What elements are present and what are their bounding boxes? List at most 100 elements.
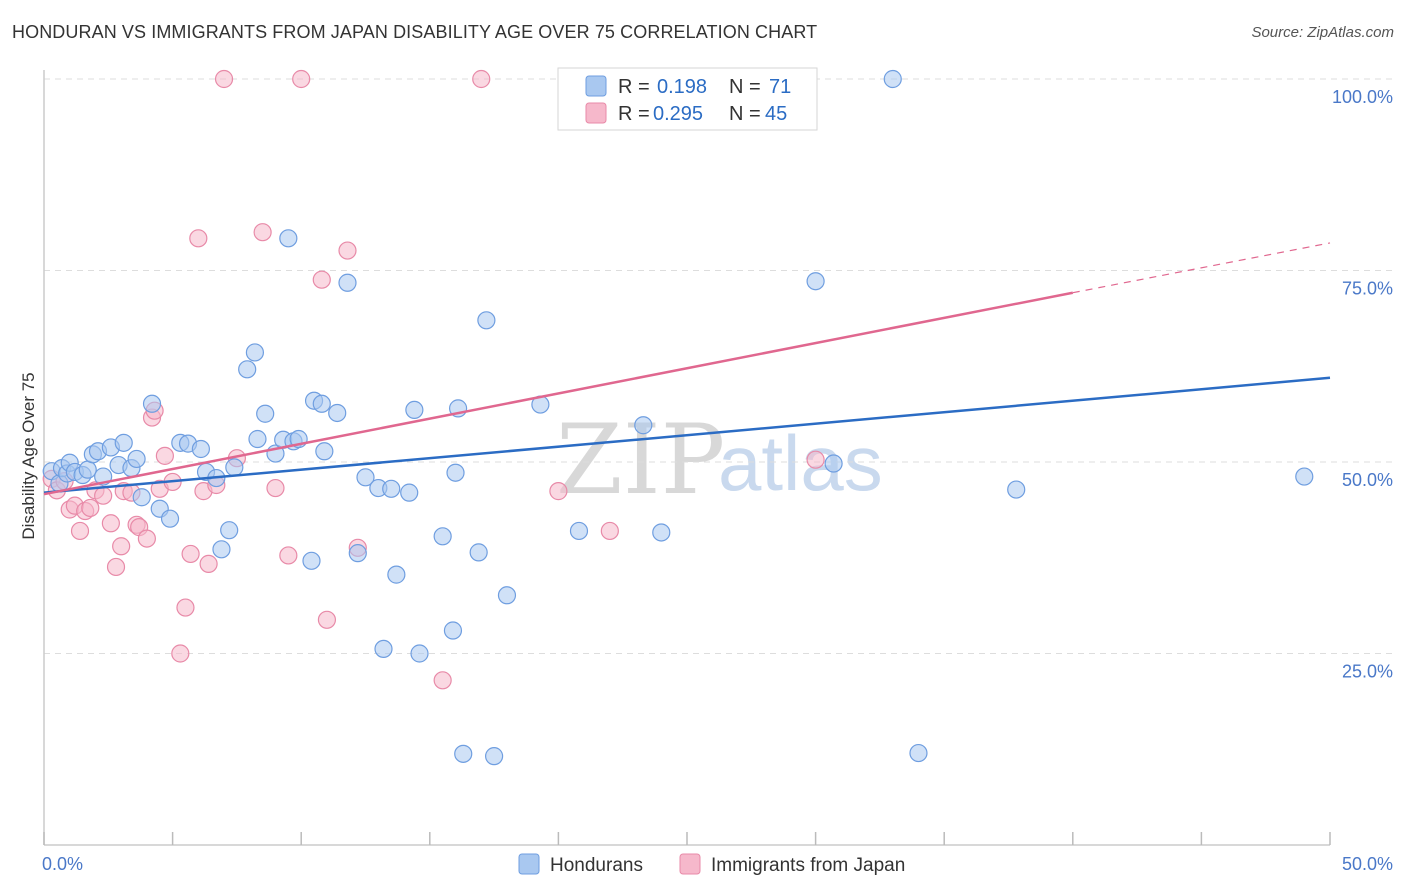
japan-point — [312, 270, 331, 289]
japan-point — [81, 498, 100, 518]
japan-points — [42, 69, 825, 690]
japan-point — [806, 450, 825, 469]
x-axis-ticks — [43, 832, 1331, 845]
japan-point — [171, 644, 190, 663]
legend-r-value-1: 0.198 — [657, 76, 707, 98]
legend-r-value-2: 0.295 — [653, 103, 703, 125]
honduran-point — [238, 360, 257, 379]
honduran-point — [806, 272, 825, 291]
japan-point — [214, 69, 234, 89]
honduran-point — [382, 479, 401, 498]
honduran-point — [374, 639, 393, 659]
japan-point — [112, 537, 131, 556]
honduran-points — [42, 69, 1314, 766]
honduran-point — [248, 429, 267, 449]
honduran-point — [220, 521, 239, 540]
honduran-point — [256, 404, 275, 423]
honduran-point — [132, 488, 151, 507]
honduran-point — [454, 744, 473, 763]
japan-trend-line — [43, 291, 1074, 496]
honduran-point — [191, 439, 210, 459]
legend-r-label-2: R = — [618, 103, 650, 125]
honduran-point — [312, 394, 331, 413]
japan-point — [317, 610, 337, 629]
honduran-point — [160, 509, 180, 528]
honduran-point — [387, 565, 406, 584]
honduran-point — [652, 523, 671, 542]
honduran-point — [569, 521, 589, 541]
bottom-legend-swatch-hondurans — [518, 853, 540, 875]
legend-r-label-1: R = — [618, 76, 650, 98]
honduran-point — [485, 747, 504, 766]
honduran-point — [1007, 480, 1026, 499]
honduran-point — [114, 433, 133, 452]
honduran-point — [338, 273, 357, 292]
japan-point — [181, 544, 200, 564]
bottom-legend-hondurans: Hondurans — [550, 855, 643, 876]
japan-point — [189, 229, 208, 248]
y-tick-label-25: 25.0% — [1342, 662, 1393, 682]
japan-point — [94, 486, 113, 505]
bottom-legend-japan: Immigrants from Japan — [711, 855, 905, 876]
honduran-point — [477, 311, 496, 330]
honduran-point — [348, 544, 367, 563]
honduran-point — [909, 743, 928, 763]
japan-point — [176, 598, 195, 617]
honduran-point — [225, 458, 244, 477]
honduran-point — [443, 621, 463, 640]
legend-box: R = 0.198 N = 71 R = 0.295 N = 45 — [557, 67, 818, 131]
honduran-point — [356, 468, 375, 487]
japan-point — [600, 521, 619, 541]
japan-point — [70, 521, 90, 541]
japan-point — [433, 671, 452, 690]
honduran-point — [142, 394, 162, 413]
honduran-point — [634, 416, 653, 435]
honduran-point — [405, 400, 424, 420]
japan-point — [279, 546, 298, 565]
japan-point — [101, 514, 120, 533]
honduran-point — [212, 540, 231, 559]
japan-point — [155, 446, 174, 465]
honduran-point — [127, 449, 146, 469]
honduran-point — [315, 442, 334, 461]
bottom-legend: Hondurans Immigrants from Japan — [518, 853, 905, 876]
honduran-point — [824, 454, 843, 473]
honduran-point — [410, 644, 429, 663]
legend-n-value-1: 71 — [769, 76, 791, 98]
x-tick-label-min: 0.0% — [42, 854, 83, 874]
honduran-trend-line — [43, 376, 1331, 494]
legend-n-value-2: 45 — [765, 103, 787, 125]
trend-lines — [43, 242, 1331, 496]
japan-point — [338, 241, 357, 260]
japan-point — [472, 69, 491, 89]
x-tick-label-max: 50.0% — [1342, 854, 1393, 874]
legend-n-label-2: N = — [729, 103, 761, 125]
chart-title: HONDURAN VS IMMIGRANTS FROM JAPAN DISABI… — [12, 22, 818, 42]
y-tick-labels: 25.0% 50.0% 75.0% 100.0% — [1332, 87, 1393, 682]
y-tick-label-50: 50.0% — [1342, 470, 1393, 490]
watermark-atlas: atlas — [718, 419, 883, 507]
honduran-point — [1295, 467, 1314, 486]
legend-n-label-1: N = — [729, 76, 761, 98]
honduran-point — [400, 483, 419, 502]
legend-swatch-hondurans — [585, 75, 607, 97]
japan-point — [199, 554, 218, 573]
honduran-point — [328, 403, 347, 423]
honduran-point — [302, 551, 321, 570]
y-tick-label-100: 100.0% — [1332, 87, 1393, 107]
japan-point — [549, 482, 568, 501]
y-axis-label: Disability Age Over 75 — [19, 372, 38, 539]
honduran-point — [883, 69, 902, 89]
japan-point — [253, 223, 272, 242]
honduran-point — [497, 586, 517, 605]
legend-swatch-japan — [585, 102, 607, 124]
honduran-point — [245, 343, 265, 362]
honduran-point — [78, 460, 97, 479]
source-credit: Source: ZipAtlas.com — [1251, 24, 1394, 41]
honduran-point — [279, 229, 298, 248]
y-tick-label-75: 75.0% — [1342, 279, 1393, 299]
japan-trend-extension — [1072, 242, 1331, 294]
japan-point — [292, 69, 311, 89]
japan-point — [266, 478, 285, 498]
